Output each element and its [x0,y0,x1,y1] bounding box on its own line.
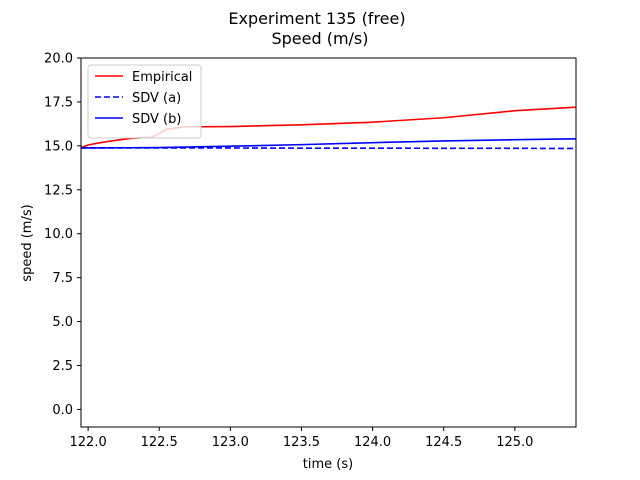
series-line-2 [80,138,577,149]
y-tick-label: 12.5 [44,183,73,198]
x-tick-label: 124.5 [425,435,462,450]
y-tick-label: 20.0 [44,52,73,67]
x-axis-label: time (s) [303,457,353,472]
x-tick-label: 122.5 [141,435,178,450]
y-tick-label: 5.0 [52,315,73,330]
legend: Empirical SDV (a) SDV (b) [87,64,202,139]
x-tick-label: 125.0 [496,435,533,450]
x-tick-label: 122.0 [70,435,107,450]
y-axis-label: speed (m/s) [20,204,35,281]
y-tick-label: 7.5 [52,271,73,286]
x-axis-ticks: 122.0 122.5 123.0 123.5 124.0 124.5 125.0 [70,427,533,450]
y-tick-label: 10.0 [44,227,73,242]
axes [80,57,577,428]
y-tick-label: 0.0 [52,403,73,418]
legend-label: Empirical [132,70,192,85]
y-tick-label: 2.5 [52,359,73,374]
y-axis-ticks: 0.0 2.5 5.0 7.5 10.0 12.5 15.0 17.5 20.0 [44,52,81,418]
legend-label: SDV (b) [132,112,181,127]
x-tick-label: 124.0 [354,435,391,450]
y-tick-label: 15.0 [44,139,73,154]
x-tick-label: 123.5 [283,435,320,450]
chart-title: Experiment 135 (free) [228,9,405,28]
chart-subtitle: Speed (m/s) [271,29,368,48]
x-tick-label: 123.0 [212,435,249,450]
y-tick-label: 17.5 [44,95,73,110]
axes-frame [80,57,577,428]
legend-label: SDV (a) [132,91,181,106]
legend-box [87,64,202,139]
